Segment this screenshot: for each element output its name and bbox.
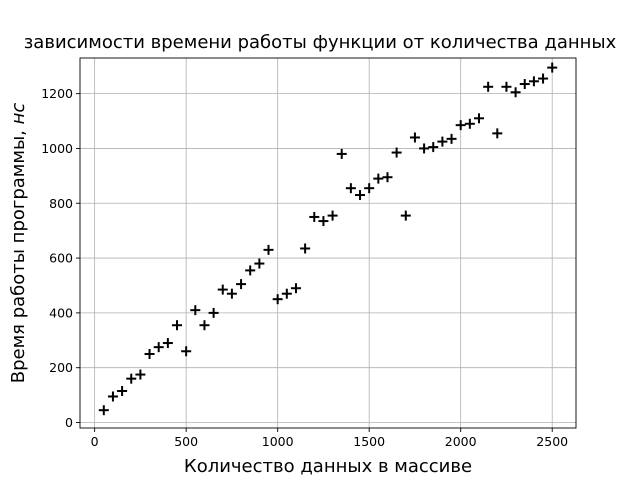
data-point — [162, 338, 173, 349]
x-tick-label: 500 — [174, 434, 198, 449]
y-tick-label: 1000 — [41, 141, 73, 156]
y-tick-label: 600 — [49, 251, 73, 266]
data-point — [419, 143, 430, 154]
data-point — [538, 73, 549, 84]
x-tick-label: 2000 — [445, 434, 477, 449]
data-point — [236, 279, 247, 290]
data-point — [510, 87, 521, 98]
data-point — [263, 244, 274, 255]
data-point — [172, 320, 183, 331]
x-tick-label: 2500 — [536, 434, 568, 449]
data-point — [181, 346, 192, 357]
data-point — [117, 386, 128, 396]
x-axis-label: Количество данных в массиве — [184, 456, 472, 477]
x-tick-label: 0 — [91, 434, 99, 449]
data-point — [464, 118, 475, 129]
data-point — [446, 133, 457, 144]
data-point — [327, 210, 338, 221]
data-point — [199, 320, 210, 331]
data-point — [519, 79, 530, 90]
data-point — [483, 81, 494, 92]
data-point — [318, 216, 329, 227]
grid — [80, 58, 576, 428]
data-point — [355, 190, 366, 201]
data-point — [437, 136, 448, 147]
data-point — [226, 288, 237, 299]
y-axis-label-main: Время работы программы, — [8, 124, 29, 383]
data-point — [217, 284, 228, 295]
data-point — [473, 113, 484, 124]
y-tick-label: 800 — [49, 196, 73, 211]
data-point — [528, 76, 539, 87]
data-point — [309, 211, 320, 222]
data-point — [245, 265, 256, 276]
data-point — [345, 183, 356, 194]
data-point — [492, 128, 503, 139]
data-point — [391, 147, 402, 158]
data-point — [208, 307, 219, 318]
data-series — [98, 62, 558, 416]
data-point — [336, 148, 347, 159]
data-point — [98, 405, 109, 416]
data-point — [281, 288, 292, 299]
chart-title: зависимости времени работы функции от ко… — [24, 32, 617, 53]
y-axis-label: Время работы программы, нс — [8, 103, 29, 384]
data-point — [364, 183, 375, 194]
data-point — [455, 120, 466, 131]
plot-frame — [79, 57, 577, 429]
axis-ticks: 0 500 1000 1500 2000 2500 0 200 400 600 800 1000 120… — [41, 86, 568, 449]
y-axis-label-unit: нс — [8, 103, 29, 125]
y-tick-label: 0 — [65, 415, 73, 430]
data-point — [373, 173, 384, 184]
data-point — [290, 283, 301, 294]
data-point — [400, 210, 411, 221]
data-point — [254, 258, 265, 269]
data-point — [272, 294, 283, 305]
x-tick-label: 1000 — [262, 434, 294, 449]
data-point — [547, 62, 558, 73]
data-point — [190, 305, 201, 316]
y-tick-label: 400 — [49, 305, 73, 320]
data-point — [382, 172, 393, 183]
data-point — [107, 391, 118, 402]
data-point — [135, 369, 146, 380]
y-tick-label: 200 — [49, 360, 73, 375]
data-point — [409, 132, 420, 143]
x-tick-label: 1500 — [353, 434, 385, 449]
data-point — [300, 243, 311, 254]
data-point — [501, 81, 512, 92]
y-tick-label: 1200 — [41, 86, 73, 101]
data-point — [153, 342, 164, 353]
data-point — [126, 373, 137, 384]
data-point — [428, 142, 439, 153]
data-point — [144, 349, 155, 359]
